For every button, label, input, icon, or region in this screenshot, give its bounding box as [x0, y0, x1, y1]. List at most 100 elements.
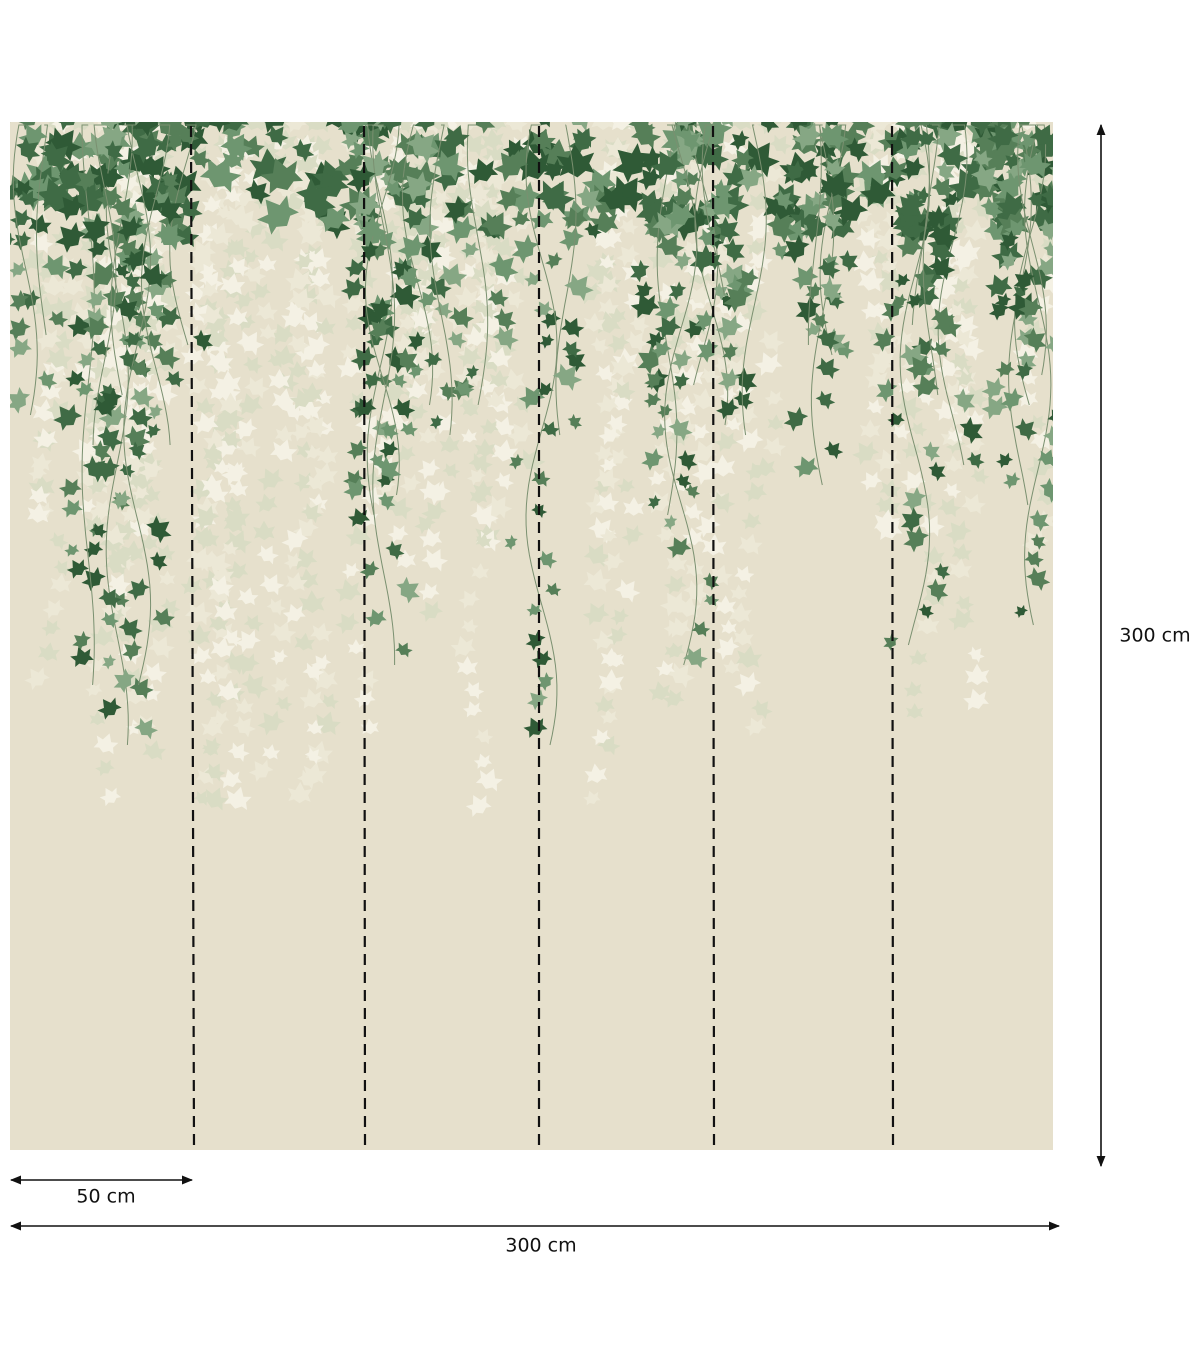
- ivy-leaf: [988, 299, 1010, 321]
- ivy-leaf: [423, 352, 443, 368]
- ivy-leaf: [398, 313, 417, 330]
- ivy-leaf: [478, 270, 498, 288]
- ivy-stem: [525, 124, 558, 746]
- ivy-leaf: [0, 150, 9, 185]
- ivy-leaf: [121, 540, 146, 562]
- ivy-leaf: [675, 473, 692, 490]
- ivy-leaf: [582, 603, 610, 626]
- ivy-leaf: [100, 611, 120, 629]
- ivy-leaf: [130, 130, 163, 164]
- ivy-leaf: [535, 382, 554, 398]
- ivy-leaf: [715, 216, 741, 243]
- ivy-pattern: [0, 122, 1081, 817]
- ivy-leaf: [432, 413, 457, 435]
- ivy-leaf: [204, 763, 226, 782]
- ivy-leaf: [927, 222, 959, 250]
- ivy-leaf: [269, 621, 297, 644]
- ivy-leaf: [596, 492, 620, 512]
- ivy-leaf: [1003, 151, 1021, 171]
- ivy-leaf: [619, 218, 639, 235]
- ivy-leaf: [310, 622, 333, 642]
- ivy-leaf: [446, 215, 477, 244]
- ivy-leaf: [391, 373, 408, 389]
- ivy-leaf: [402, 207, 428, 230]
- ivy-leaf: [880, 156, 909, 180]
- ivy-leaf: [708, 564, 733, 586]
- ivy-leaf: [492, 326, 519, 350]
- ivy-leaf: [228, 256, 251, 277]
- ivy-leaf: [217, 122, 250, 133]
- ivy-leaf: [597, 183, 633, 214]
- ivy-leaf: [567, 413, 583, 430]
- ivy-leaf: [405, 379, 428, 399]
- ivy-leaf: [964, 122, 996, 136]
- ivy-leaf: [531, 470, 551, 487]
- ivy-leaf: [255, 301, 278, 321]
- ivy-leaf: [614, 579, 641, 603]
- ivy-leaf: [800, 214, 829, 243]
- ivy-leaf: [507, 422, 534, 447]
- ivy-leaf: [479, 418, 499, 435]
- ivy-leaf: [657, 416, 678, 434]
- ivy-leaf: [736, 645, 763, 668]
- ivy-stem: [937, 124, 968, 466]
- ivy-leaf: [872, 328, 896, 352]
- ivy-leaf: [1030, 533, 1046, 550]
- ivy-leaf: [294, 632, 315, 651]
- ivy-leaf: [511, 210, 531, 227]
- ivy-leaf: [659, 591, 689, 617]
- ivy-leaf: [172, 224, 200, 248]
- ivy-leaf: [999, 251, 1018, 271]
- ivy-stem: [555, 124, 577, 436]
- ivy-leaf: [623, 291, 644, 311]
- ivy-leaf: [155, 133, 178, 153]
- ivy-leaf: [77, 351, 96, 369]
- ivy-leaf: [588, 516, 617, 544]
- ivy-leaf: [96, 186, 123, 210]
- ivy-leaf: [1053, 345, 1081, 373]
- ivy-leaf: [541, 421, 560, 437]
- ivy-leaf: [661, 454, 687, 479]
- ivy-leaf: [1000, 387, 1024, 412]
- ivy-leaf: [124, 425, 151, 452]
- ivy-leaf: [767, 414, 785, 430]
- ivy-leaf: [102, 524, 128, 545]
- ivy-leaf: [152, 190, 173, 210]
- ivy-leaf: [69, 122, 96, 131]
- ivy-leaf: [732, 404, 759, 426]
- ivy-leaf: [160, 170, 180, 191]
- ivy-leaf: [275, 696, 293, 712]
- ivy-leaf: [377, 373, 393, 388]
- ivy-leaf: [526, 603, 543, 617]
- ivy-leaf: [132, 507, 155, 528]
- ivy-leaf: [285, 572, 308, 591]
- ivy-leaf: [221, 541, 239, 556]
- ivy-leaf: [218, 392, 243, 414]
- ivy-leaf: [260, 228, 289, 252]
- ivy-leaf: [106, 573, 131, 594]
- ivy-leaf: [599, 457, 617, 473]
- ivy-leaf: [517, 449, 546, 474]
- ivy-leaf: [682, 527, 704, 546]
- ivy-leaf: [1015, 361, 1034, 381]
- ivy-leaf: [369, 240, 388, 261]
- ivy-leaf: [386, 497, 414, 520]
- ivy-leaf: [1020, 369, 1038, 385]
- ivy-leaf: [417, 290, 438, 309]
- ivy-leaf: [634, 281, 654, 301]
- ivy-leaf: [606, 625, 628, 646]
- ivy-leaf: [815, 357, 840, 380]
- ivy-leaf: [346, 162, 376, 194]
- ivy-leaf: [206, 483, 229, 503]
- ivy-leaf: [98, 404, 128, 430]
- ivy-leaf: [266, 598, 287, 616]
- ivy-leaf: [237, 437, 261, 458]
- ivy-leaf: [208, 614, 229, 631]
- ivy-leaf: [295, 177, 336, 220]
- ivy-leaf: [926, 569, 943, 584]
- ivy-leaf: [876, 227, 902, 251]
- ivy-leaf: [260, 158, 304, 194]
- ivy-leaf: [366, 332, 384, 349]
- ivy-leaf: [606, 651, 625, 668]
- ivy-leaf: [185, 375, 208, 395]
